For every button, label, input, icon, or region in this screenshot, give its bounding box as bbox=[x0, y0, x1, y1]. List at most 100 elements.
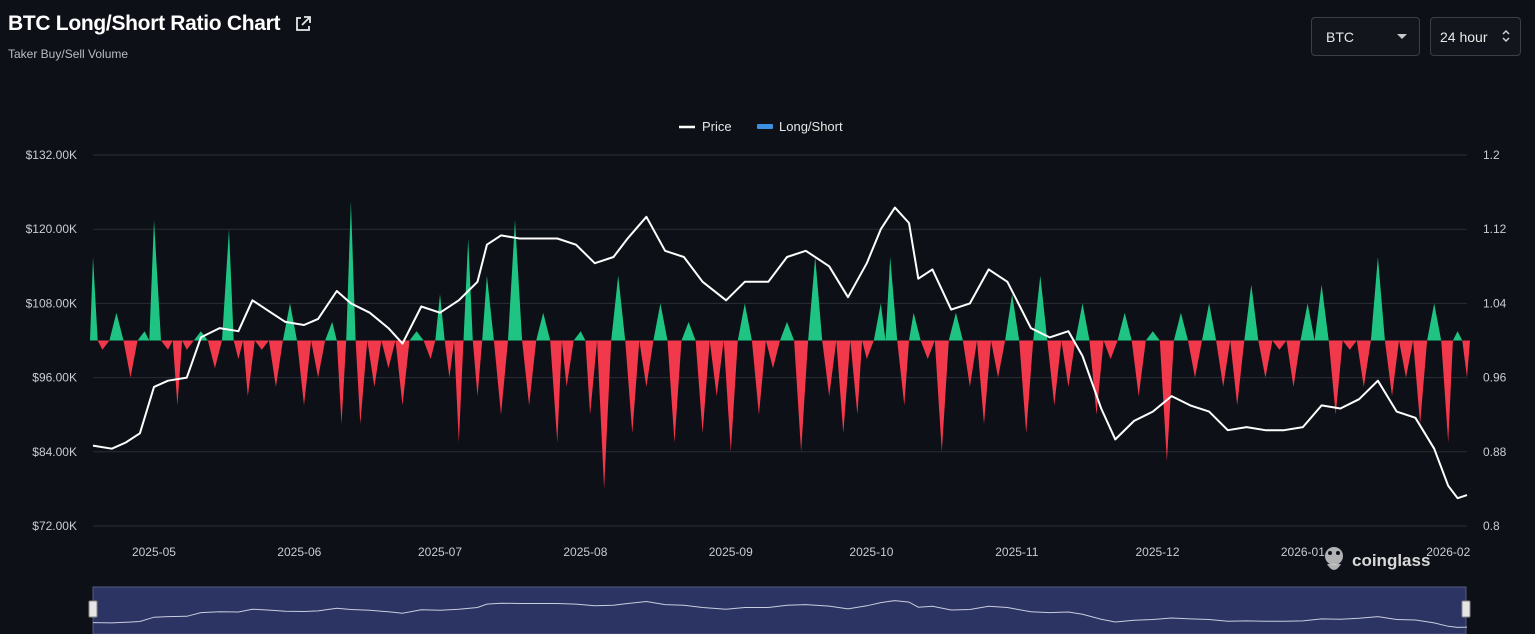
long-short-spike bbox=[1075, 303, 1090, 341]
long-short-spike bbox=[709, 340, 724, 397]
long-short-spike bbox=[90, 257, 98, 341]
long-short-spike bbox=[1202, 303, 1217, 341]
long-short-spike bbox=[1286, 340, 1301, 387]
long-short-spike bbox=[137, 331, 150, 341]
x-tick-label: 2025-10 bbox=[849, 545, 893, 559]
long-short-spike bbox=[325, 321, 337, 341]
y-right-tick-label: 1.2 bbox=[1483, 148, 1500, 162]
long-short-spike bbox=[381, 340, 396, 369]
legend-label-price: Price bbox=[702, 119, 732, 134]
long-short-spike bbox=[1452, 331, 1463, 341]
x-tick-label: 2026-01 bbox=[1281, 545, 1325, 559]
long-short-spike bbox=[1427, 303, 1442, 341]
long-short-spike bbox=[681, 321, 696, 341]
long-short-spike bbox=[794, 340, 809, 452]
long-short-spike bbox=[550, 340, 562, 443]
long-short-spike bbox=[934, 340, 949, 452]
long-short-spike bbox=[182, 340, 194, 350]
long-short-spike bbox=[948, 312, 963, 341]
long-short-spike bbox=[1117, 312, 1132, 341]
long-short-spike bbox=[1342, 340, 1357, 350]
long-short-spike bbox=[297, 340, 312, 406]
long-short-spike bbox=[172, 340, 183, 406]
external-link-icon[interactable] bbox=[294, 15, 312, 33]
y-right-tick-label: 0.8 bbox=[1483, 519, 1500, 533]
legend-swatch-long-short bbox=[757, 124, 773, 129]
long-short-spike bbox=[522, 340, 537, 406]
coin-select-value: BTC bbox=[1326, 28, 1354, 45]
long-short-spike bbox=[454, 340, 464, 443]
long-short-spike bbox=[897, 340, 909, 406]
navigator-left-handle[interactable] bbox=[88, 600, 98, 618]
long-short-spike bbox=[1399, 340, 1414, 378]
long-short-spike bbox=[149, 219, 161, 341]
axes: $72.00K $84.00K $96.00K $108.00K $120.00K $13… bbox=[26, 148, 1507, 559]
long-short-spike bbox=[367, 340, 382, 387]
x-tick-label: 2025-11 bbox=[995, 545, 1038, 559]
long-short-spike bbox=[1384, 340, 1399, 397]
long-short-spike bbox=[311, 340, 326, 378]
long-short-spike bbox=[336, 340, 347, 424]
y-left-tick-label: $132.00K bbox=[26, 148, 77, 162]
long-short-spike bbox=[536, 312, 551, 341]
interval-select[interactable]: 24 hour bbox=[1430, 17, 1521, 56]
long-short-spike bbox=[1300, 303, 1315, 341]
x-tick-label: 2025-06 bbox=[277, 545, 321, 559]
long-short-spike bbox=[780, 321, 795, 341]
long-short-spike bbox=[423, 340, 436, 360]
navigator-right-handle[interactable] bbox=[1461, 600, 1471, 618]
long-short-spike bbox=[1413, 340, 1428, 424]
x-tick-label: 2025-07 bbox=[418, 545, 462, 559]
long-short-spike bbox=[1047, 340, 1062, 406]
long-short-spike bbox=[254, 340, 269, 350]
long-short-spike bbox=[1230, 340, 1245, 406]
long-short-spike bbox=[862, 340, 874, 360]
grid bbox=[93, 154, 1467, 527]
long-short-spike bbox=[1441, 340, 1453, 443]
long-short-spike bbox=[97, 340, 110, 350]
y-left-tick-label: $84.00K bbox=[32, 445, 77, 459]
long-short-spike bbox=[1370, 257, 1385, 341]
x-tick-label: 2025-12 bbox=[1135, 545, 1179, 559]
long-short-spike bbox=[573, 331, 586, 341]
long-short-spike bbox=[1272, 340, 1287, 350]
long-short-spike bbox=[808, 257, 823, 341]
y-left-tick-label: $96.00K bbox=[32, 371, 77, 385]
long-short-spike bbox=[207, 340, 222, 369]
long-short-spike bbox=[920, 340, 935, 360]
long-short-spike bbox=[1173, 312, 1188, 341]
long-short-spike bbox=[395, 340, 410, 406]
legend-label-long-short: Long/Short bbox=[779, 119, 843, 134]
long-short-spike bbox=[639, 340, 654, 387]
long-short-spike bbox=[1462, 340, 1470, 378]
long-short-spike bbox=[508, 219, 523, 341]
coin-select[interactable]: BTC bbox=[1311, 17, 1420, 56]
legend-item-long-short[interactable]: Long/Short bbox=[757, 119, 843, 134]
long-short-spike bbox=[109, 312, 124, 341]
long-short-spike bbox=[597, 340, 612, 489]
page-subtitle: Taker Buy/Sell Volume bbox=[8, 47, 129, 61]
legend[interactable]: Price Long/Short bbox=[679, 119, 843, 134]
range-navigator[interactable] bbox=[88, 586, 1471, 634]
y-right-tick-label: 0.88 bbox=[1483, 445, 1507, 459]
x-tick-label: 2026-02 bbox=[1426, 545, 1470, 559]
long-short-spike bbox=[1258, 340, 1273, 378]
long-short-spike bbox=[885, 257, 898, 341]
y-left-tick-label: $120.00K bbox=[26, 222, 77, 236]
long-short-spike bbox=[472, 340, 483, 397]
legend-item-price[interactable]: Price bbox=[679, 119, 732, 134]
long-short-spike bbox=[737, 303, 752, 341]
long-short-spike bbox=[1356, 340, 1371, 387]
navigator-window[interactable] bbox=[92, 586, 1467, 634]
long-short-spike bbox=[836, 340, 851, 434]
up-down-arrows-icon bbox=[1501, 28, 1511, 44]
page-title: BTC Long/Short Ratio Chart bbox=[8, 12, 281, 35]
chevron-down-icon bbox=[1397, 34, 1407, 39]
long-short-spike bbox=[667, 340, 682, 443]
watermark-text: coinglass bbox=[1352, 551, 1430, 570]
long-short-spike bbox=[1244, 284, 1259, 341]
price-line-group bbox=[92, 206, 1468, 500]
long-short-spike bbox=[1089, 340, 1104, 415]
watermark: coinglass bbox=[1325, 547, 1430, 570]
